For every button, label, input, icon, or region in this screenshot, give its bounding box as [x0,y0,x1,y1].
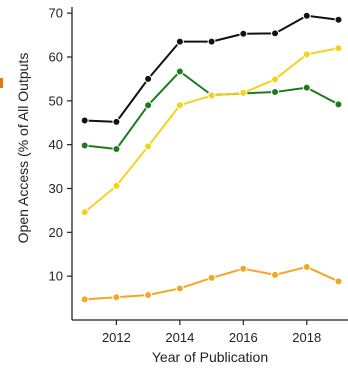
series-line-3 [84,47,339,213]
series-4-point [334,277,343,286]
x-ticks: 2012 2014 2016 2018 [102,320,321,345]
series-2-point [302,83,311,92]
y-tick-label: 10 [49,269,63,284]
series-2-point [175,67,184,76]
y-tick-label: 50 [49,93,63,108]
series-1-point [271,29,280,38]
series-4-point [175,284,184,293]
series-3-point [175,101,184,110]
series-4-point [80,295,89,304]
series-4-point [302,262,311,271]
y-tick-label: 40 [49,137,63,152]
series-4-point [271,270,280,279]
series-1-point [112,117,121,126]
series-2-point [112,145,121,154]
series-2-point [334,100,343,109]
x-axis-label: Year of Publication [152,349,268,365]
y-tick-label: 70 [49,6,63,21]
series-1-point [334,15,343,24]
series-3-point [112,181,121,190]
series-3-point [207,91,216,100]
series-3-point [239,88,248,97]
series-3-point [302,50,311,59]
series-2-point [271,88,280,97]
series-1-point [144,74,153,83]
series-3-point [80,208,89,217]
series-1-point [207,37,216,46]
x-tick-label: 2014 [165,330,194,345]
series-line-1 [84,14,339,123]
y-axis-label: Open Access (% of All Outputs [15,53,31,244]
cropped-edge-mark [0,78,3,88]
y-tick-label: 60 [49,49,63,64]
series-1-point [80,116,89,125]
series-line-2 [84,70,339,151]
y-ticks: 10 20 30 40 50 60 70 [49,6,72,284]
series-4-point [207,273,216,282]
axes [71,7,348,321]
series-line-4 [84,265,339,301]
series-4-point [112,293,121,302]
series-2-point [80,141,89,150]
y-tick-label: 30 [49,181,63,196]
series-4-point [239,264,248,273]
x-tick-label: 2018 [292,330,321,345]
series-4-point [144,291,153,300]
series-1-point [175,37,184,46]
series-2-point [144,101,153,110]
series-1-point [239,29,248,38]
series-layer [80,11,343,304]
y-tick-label: 20 [49,225,63,240]
series-3-point [144,142,153,151]
x-tick-label: 2016 [229,330,258,345]
series-3-point [334,44,343,53]
series-3-point [271,75,280,84]
x-tick-label: 2012 [102,330,131,345]
series-1-point [302,11,311,20]
